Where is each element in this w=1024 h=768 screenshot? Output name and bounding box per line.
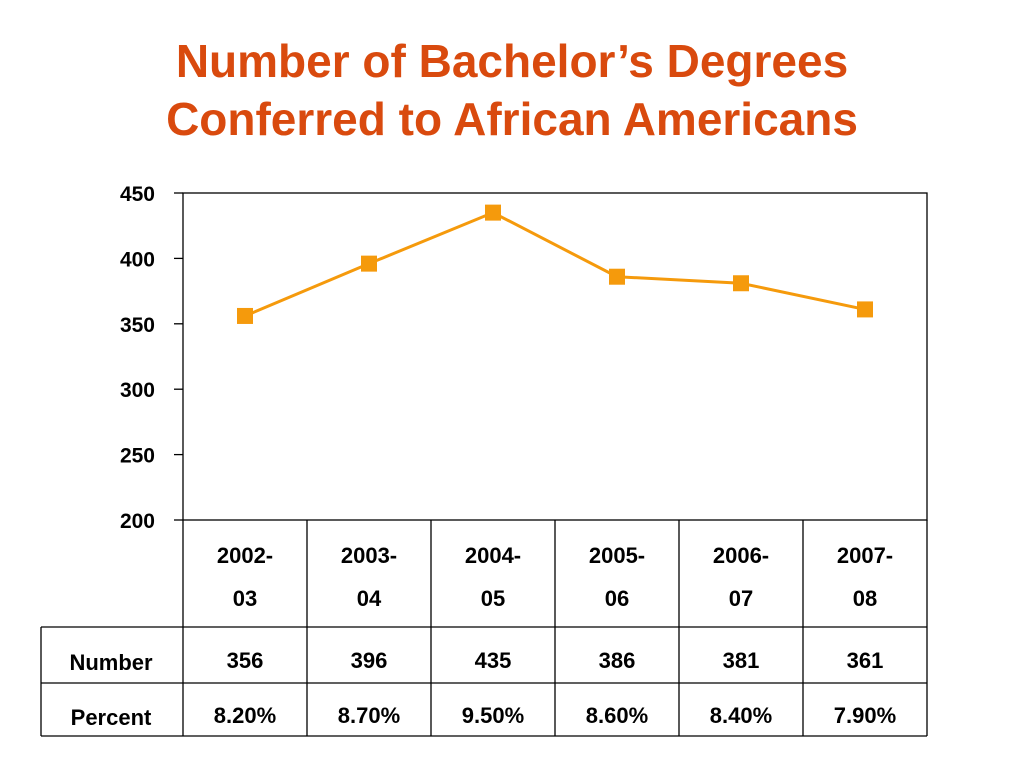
x-tick-label-line2: 05 [481, 586, 505, 611]
slide-title: Number of Bachelor’s Degrees Conferred t… [0, 32, 1024, 148]
y-tick-label: 300 [120, 379, 155, 402]
y-tick-label: 200 [120, 510, 155, 533]
title-line-2: Conferred to African Americans [166, 93, 858, 145]
data-point-marker [237, 307, 253, 324]
table-cell-value: 396 [351, 648, 388, 673]
table-cell-value: 9.50% [462, 703, 524, 728]
x-tick-label-line1: 2007- [837, 543, 893, 568]
y-tick-label: 350 [120, 314, 155, 337]
table-cell-value: 7.90% [834, 703, 896, 728]
table-cell-value: 8.70% [338, 703, 400, 728]
table-row-label: Number [69, 650, 153, 675]
table-cell-value: 8.20% [214, 703, 276, 728]
x-tick-label-line1: 2006- [713, 543, 769, 568]
chart-frame [182, 192, 928, 521]
table-cell-value: 356 [227, 648, 264, 673]
x-tick-label-line2: 07 [729, 586, 753, 611]
x-tick-label-line2: 06 [605, 586, 629, 611]
table-cell-value: 381 [723, 648, 760, 673]
x-tick-label-line1: 2005- [589, 543, 645, 568]
data-point-marker [857, 301, 873, 318]
table-cell-value: 361 [847, 648, 884, 673]
data-point-marker [609, 268, 625, 285]
plot-area-border [182, 192, 928, 521]
x-tick-label-line2: 04 [357, 586, 382, 611]
y-tick-label: 250 [120, 445, 155, 468]
x-tick-label-line2: 03 [233, 586, 257, 611]
table-row-label: Percent [71, 705, 152, 730]
series-line-number [244, 210, 866, 318]
x-tick-label-line1: 2003- [341, 543, 397, 568]
data-table: 2002- 03 2003- 04 2004- 05 2005- 06 2006- 07 2007-… [40, 520, 928, 737]
table-cell-value: 435 [475, 648, 512, 673]
x-tick-label-line2: 08 [853, 586, 877, 611]
title-line-1: Number of Bachelor’s Degrees [175, 35, 849, 87]
y-tick-label: 450 [120, 183, 155, 206]
series-markers [237, 204, 873, 324]
y-axis: 450 400 350 300 250 200 [120, 183, 183, 533]
x-tick-label-line1: 2002- [217, 543, 273, 568]
x-tick-label-line1: 2004- [465, 543, 521, 568]
table-cell-value: 8.60% [586, 703, 648, 728]
series-line [244, 210, 866, 318]
data-point-marker [485, 204, 501, 221]
table-cell-value: 8.40% [710, 703, 772, 728]
y-tick-label: 400 [120, 248, 155, 271]
table-cell-value: 386 [599, 648, 636, 673]
data-point-marker [733, 275, 749, 292]
data-point-marker [361, 255, 377, 272]
